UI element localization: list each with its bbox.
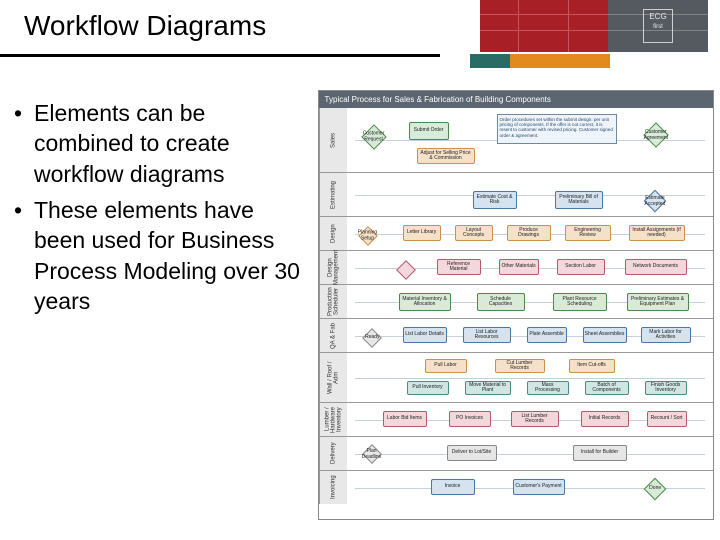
swimlane-body: Estimate Cost & Risk Preliminary Bill of … — [347, 173, 713, 216]
flow-step: Sheet Assemblies — [583, 327, 627, 343]
flow-decision: Planning Setup — [358, 226, 378, 246]
swimlane-label: QA & Fab — [319, 319, 347, 352]
swimlane: Production SchedulerMaterial Inventory &… — [319, 284, 713, 318]
flow-step: Plate Assemble — [527, 327, 567, 343]
flow-step: List Labor Resources — [463, 327, 511, 343]
flow-step: Adjust for Selling Price & Commission — [417, 148, 475, 164]
flow-step: Plant Resource Scheduling — [553, 293, 607, 311]
flow-decision: Estimate Accepted — [643, 190, 666, 213]
flow-step: Schedule Capacities — [477, 293, 525, 311]
swimlane: Sales Customer Request Submit Order Adjust … — [319, 108, 713, 172]
diagram-title: Typical Process for Sales & Fabrication … — [319, 91, 713, 108]
flow-step: Preliminary Estimates & Equipment Plan — [627, 293, 689, 311]
swimlanes-container: Sales Customer Request Submit Order Adjust … — [319, 108, 713, 519]
swimlane-label: Production Scheduler — [319, 285, 347, 318]
swimlane-body: Customer Request Submit Order Adjust for S… — [347, 108, 713, 172]
flow-step: Layout Concepts — [455, 225, 493, 241]
swimlane-body: Reference Material Other Materials Section… — [347, 251, 713, 284]
workflow-diagram: Typical Process for Sales & Fabrication … — [318, 90, 714, 520]
flow-step: List Labor Details — [403, 327, 447, 343]
flow-step: Recount / Sort — [647, 411, 687, 427]
flow-step: Section Labor — [557, 259, 605, 275]
swimlane: Wall / Roof / Adm Pull Labor Cut Lumber Re… — [319, 352, 713, 402]
flow-step: Material Inventory & Allocation — [399, 293, 451, 311]
flow-step: Install Assignments (if needed) — [629, 225, 685, 241]
swimlane: Invoicing Invoice Customer's Payment Done — [319, 470, 713, 504]
swimlane-label: Design — [319, 217, 347, 250]
flow-decision: Customer Request — [361, 124, 386, 149]
swimlane-body: Labor Bid Items PO Invoices List Lumber Re… — [347, 403, 713, 436]
flow-step: Finish Goods Inventory — [645, 381, 687, 395]
bullet-item: Elements can be combined to create workf… — [34, 98, 308, 189]
brand-grid-lines — [478, 0, 708, 52]
flow-step: Initial Records — [581, 411, 629, 427]
title-underline — [0, 54, 440, 57]
bullet-list: Elements can be combined to create workf… — [0, 90, 318, 530]
flow-step: Preliminary Bill of Materials — [555, 191, 603, 209]
swimlane-label: Sales — [319, 108, 347, 172]
swimlane-label: Design Management — [319, 251, 347, 284]
swimlane: Delivery Plan Deadline Deliver to Lot/Site… — [319, 436, 713, 470]
flow-step: Estimate Cost & Risk — [473, 191, 517, 209]
flow-decision: Done — [643, 478, 666, 501]
flow-step: Pull Labor — [425, 359, 467, 373]
swimlane-label: Wall / Roof / Adm — [319, 353, 347, 402]
bullet-item: These elements have been used for Busine… — [34, 195, 308, 316]
flow-step: Pull Inventory — [407, 381, 449, 395]
flow-step: Reference Material — [437, 259, 481, 275]
flow-step: PO Invoices — [449, 411, 491, 427]
swimlane-body: Plan Deadline Deliver to Lot/Site Install … — [347, 437, 713, 470]
flow-step: Other Materials — [499, 259, 539, 275]
flow-step: Mark Labor for Activities — [641, 327, 691, 343]
flow-decision: Ready — [362, 328, 382, 348]
flow-step: Install for Builder — [573, 445, 627, 461]
swimlane-body: Planning Setup Letter Library Layout Conce… — [347, 217, 713, 250]
slide-header: Workflow Diagrams ECG first — [0, 0, 720, 70]
flow-note: Order procedures set within the submit d… — [497, 114, 617, 144]
swimlane: Design Management Reference Material Other… — [319, 250, 713, 284]
brand-logo-region: ECG first — [440, 0, 720, 70]
flow-step: Item Cut-offs — [569, 359, 615, 373]
flow-step: Engineering Review — [565, 225, 611, 241]
flow-step: Submit Order — [409, 122, 449, 140]
flow-step: Produce Drawings — [507, 225, 551, 241]
swimlane-label: Lumber / Hardware Inventory — [319, 403, 347, 436]
flow-step: Network Documents — [625, 259, 687, 275]
brand-orange-strip — [510, 54, 610, 68]
flow-step: List Lumber Records — [511, 411, 559, 427]
flow-step: Invoice — [431, 479, 475, 495]
swimlane-label: Estimating — [319, 173, 347, 216]
flow-step: Deliver to Lot/Site — [447, 445, 497, 461]
swimlane-label: Invoicing — [319, 471, 347, 504]
flow-step: Mass Processing — [527, 381, 569, 395]
flow-decision — [396, 260, 416, 280]
flow-step: Move Material to Plant — [465, 381, 511, 395]
swimlane-body: Ready List Labor Details List Labor Resour… — [347, 319, 713, 352]
flow-decision: Plan Deadline — [362, 444, 382, 464]
flow-step: Cut Lumber Records — [495, 359, 545, 373]
swimlane: Lumber / Hardware InventoryLabor Bid Ite… — [319, 402, 713, 436]
flow-step: Labor Bid Items — [383, 411, 427, 427]
swimlane: QA & Fab Ready List Labor Details List Labo… — [319, 318, 713, 352]
swimlane: Design Planning Setup Letter Library Layout… — [319, 216, 713, 250]
flow-decision: Customer Agreement — [643, 122, 668, 147]
swimlane-body: Material Inventory & Allocation Schedule … — [347, 285, 713, 318]
flow-step: Batch of Components — [585, 381, 629, 395]
swimlane-body: Pull Labor Cut Lumber Records Item Cut-off… — [347, 353, 713, 402]
swimlane: Estimating Estimate Cost & Risk Preliminar… — [319, 172, 713, 216]
swimlane-body: Invoice Customer's Payment Done — [347, 471, 713, 504]
flow-step: Letter Library — [403, 225, 441, 241]
flow-step: Customer's Payment — [513, 479, 565, 495]
brand-teal-strip — [470, 54, 510, 68]
swimlane-label: Delivery — [319, 437, 347, 470]
slide-title: Workflow Diagrams — [24, 10, 266, 42]
slide-body: Elements can be combined to create workf… — [0, 90, 720, 530]
